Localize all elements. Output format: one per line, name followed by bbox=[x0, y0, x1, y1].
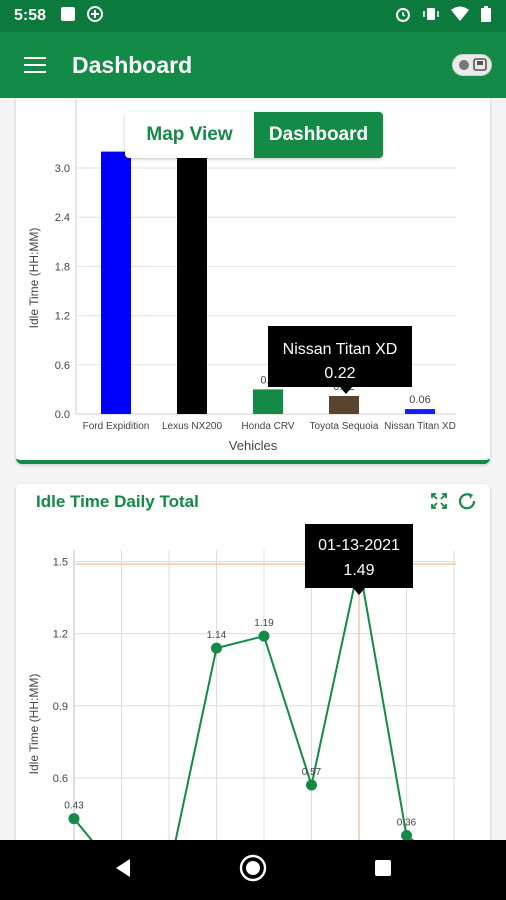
vehicle-idle-card: 0.0 0.6 1.2 1.8 2.4 3.0 Ford Expidition Lexus … bbox=[16, 98, 490, 464]
view-toggle-button[interactable] bbox=[452, 54, 492, 76]
line-tooltip: 01-13-2021 1.49 bbox=[305, 524, 413, 595]
home-button[interactable] bbox=[239, 854, 267, 887]
refresh-icon[interactable] bbox=[458, 492, 478, 515]
page-title: Dashboard bbox=[72, 51, 193, 78]
line-value-label: 1.14 bbox=[207, 630, 227, 641]
map-view-tab[interactable]: Map View bbox=[125, 112, 254, 158]
line-y-tick-label: 1.5 bbox=[53, 557, 68, 569]
status-time: 5:58 bbox=[14, 7, 47, 24]
line-value-label: 0.36 bbox=[397, 818, 417, 829]
app-bar: Dashboard bbox=[0, 32, 506, 98]
idle-daily-total-card: Idle Time Daily Total 0.30.60.91.21.5 0.… bbox=[16, 484, 490, 840]
hamburger-menu-icon bbox=[24, 57, 46, 73]
system-nav-bar bbox=[0, 840, 506, 900]
sync-notification-icon bbox=[86, 5, 104, 28]
bar-category-label: Ford Expidition bbox=[83, 421, 150, 432]
line-tooltip-value: 1.49 bbox=[343, 562, 374, 579]
view-segmented-control: Map View Dashboard bbox=[125, 112, 383, 158]
line-y-tick-label: 0.6 bbox=[53, 773, 68, 785]
dashboard-content[interactable]: Map View Dashboard 0.0 0.6 1.2 1.8 2.4 3.0 Fo… bbox=[0, 98, 506, 840]
dashboard-tab[interactable]: Dashboard bbox=[254, 112, 383, 158]
bar-y-axis-label: Idle Time (HH:MM) bbox=[27, 228, 41, 329]
bar-tooltip-value: 0.22 bbox=[324, 365, 355, 382]
recents-icon bbox=[374, 859, 391, 876]
bar-category-label: Toyota Sequoia bbox=[310, 421, 379, 432]
status-bar: 5:58 bbox=[0, 0, 506, 32]
line-chart-title: Idle Time Daily Total bbox=[36, 492, 199, 511]
home-icon bbox=[239, 854, 267, 881]
line-value-label: 1.19 bbox=[254, 618, 274, 629]
line-tooltip-date: 01-13-2021 bbox=[318, 537, 400, 554]
bar-3[interactable] bbox=[329, 395, 359, 414]
bar-y-tick-label: 0.6 bbox=[55, 360, 70, 372]
bar-y-tick-label: 0.0 bbox=[55, 409, 70, 421]
bar-y-tick-label: 2.4 bbox=[55, 212, 70, 224]
toggle-switch-icon bbox=[459, 58, 487, 71]
line-y-tick-label: 0.9 bbox=[53, 701, 68, 713]
bar-1[interactable] bbox=[177, 151, 207, 414]
vehicle-idle-bar-chart: 0.0 0.6 1.2 1.8 2.4 3.0 Ford Expidition Lexus … bbox=[27, 98, 456, 453]
back-button[interactable] bbox=[112, 857, 134, 884]
line-value-label: 0.57 bbox=[302, 767, 322, 778]
line-point-0[interactable] bbox=[68, 813, 80, 825]
line-value-label: 0.43 bbox=[64, 801, 84, 812]
back-icon bbox=[116, 858, 131, 877]
menu-button[interactable] bbox=[0, 32, 72, 98]
bar-y-tick-label: 1.2 bbox=[55, 311, 70, 323]
bar-y-tick-label: 3.0 bbox=[55, 163, 70, 175]
line-point-4[interactable] bbox=[258, 630, 270, 642]
line-point-7[interactable] bbox=[401, 830, 412, 840]
line-point-5[interactable] bbox=[306, 779, 317, 791]
bar-x-axis-label: Vehicles bbox=[229, 438, 278, 453]
bar-category-label: Honda CRV bbox=[241, 421, 295, 432]
line-y-tick-label: 1.2 bbox=[53, 629, 68, 641]
recents-button[interactable] bbox=[372, 857, 394, 884]
expand-icon[interactable] bbox=[430, 492, 448, 515]
vibrate-icon bbox=[422, 5, 440, 28]
battery-icon bbox=[480, 5, 492, 28]
wifi-icon bbox=[450, 5, 470, 28]
bar-0[interactable] bbox=[101, 151, 131, 414]
bar-category-label: Lexus NX200 bbox=[162, 421, 222, 432]
bar-y-tick-label: 1.8 bbox=[55, 261, 70, 273]
bar-category-label: Nissan Titan XD bbox=[384, 421, 456, 432]
bar-4[interactable] bbox=[405, 409, 435, 414]
line-point-3[interactable] bbox=[211, 642, 222, 654]
bar-tooltip: Nissan Titan XD 0.22 bbox=[268, 326, 412, 394]
alarm-icon bbox=[394, 5, 412, 28]
notification-square-icon bbox=[60, 6, 76, 27]
bar-tooltip-name: Nissan Titan XD bbox=[283, 341, 398, 358]
bar-2[interactable] bbox=[253, 389, 283, 414]
line-y-axis-label: Idle Time (HH:MM) bbox=[27, 674, 41, 775]
idle-daily-line-chart: 0.30.60.91.21.5 0.430.190.211.141.190.57… bbox=[27, 524, 456, 840]
bar-value-label: 0.06 bbox=[409, 394, 430, 406]
